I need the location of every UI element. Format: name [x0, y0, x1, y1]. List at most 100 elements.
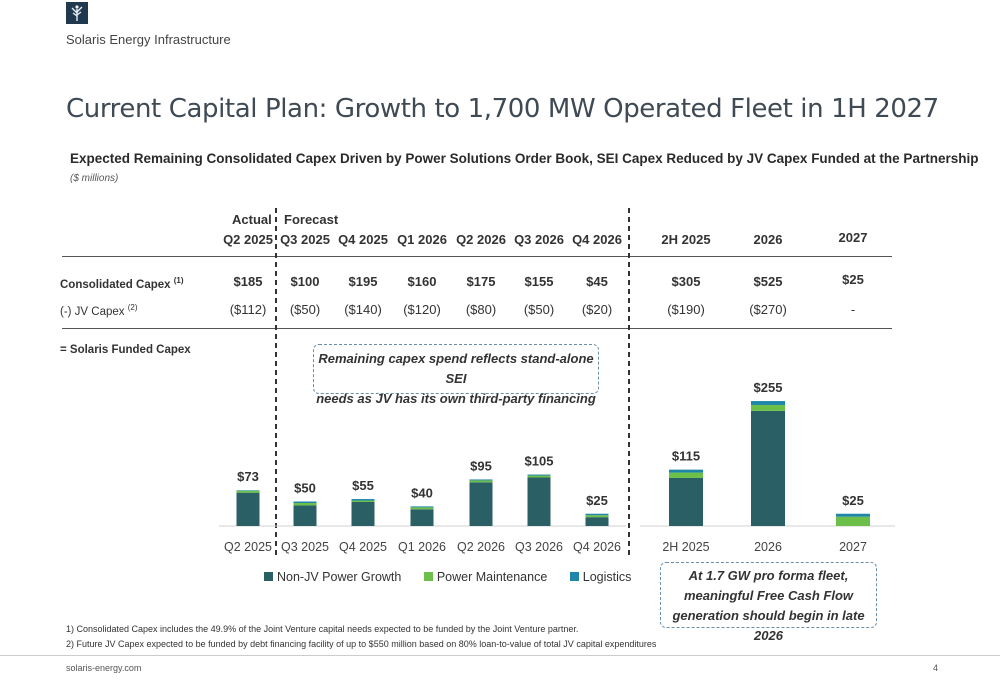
units-note: ($ millions) — [70, 173, 119, 184]
column-header: 2026 — [753, 232, 783, 247]
consolidated-capex-value: $525 — [753, 274, 783, 289]
consolidated-capex-value: $155 — [524, 274, 554, 289]
bar-segment-power-maintenance — [469, 480, 493, 483]
x-tick-label: Q3 2026 — [515, 540, 563, 554]
jv-capex-value: ($120) — [403, 302, 441, 317]
x-tick-label: Q2 2025 — [224, 540, 272, 554]
column-header: Q4 2025 — [338, 232, 388, 247]
consolidated-capex-value: $45 — [586, 274, 608, 289]
capex-bar-chart: $73 Q2 2025 $50 Q3 2025 $55 Q4 2025 $40 Q1 2026… — [219, 380, 895, 554]
bar-segment-non-jv-power-growth — [527, 477, 551, 526]
jv-capex-value: ($140) — [344, 302, 382, 317]
legend-power-maintenance: Power Maintenance — [423, 569, 548, 584]
bar-total-label: $55 — [352, 478, 374, 493]
bar-segment-non-jv-power-growth — [351, 501, 375, 526]
consolidated-capex-value: $185 — [233, 274, 263, 289]
legend-non-jv-growth: Non-JV Power Growth — [264, 570, 401, 584]
consolidated-capex-value: $305 — [671, 274, 701, 289]
chart-legend: Non-JV Power Growth Power Maintenance Lo… — [264, 568, 649, 586]
bar-total-label: $25 — [842, 493, 864, 508]
bar-total-label: $73 — [237, 469, 259, 484]
x-tick-label: 2026 — [754, 540, 782, 554]
bar-segment-power-maintenance — [669, 472, 703, 478]
x-tick-label: 2027 — [839, 540, 867, 554]
bar-total-label: $95 — [470, 458, 492, 473]
jv-capex-value: ($50) — [289, 302, 321, 317]
forecast-label: Forecast — [284, 212, 339, 227]
company-name: Solaris Energy Infrastructure — [66, 32, 231, 47]
footnote-1: 1) Consolidated Capex includes the 49.9%… — [66, 624, 579, 634]
jv-capex-value: ($80) — [465, 302, 497, 317]
column-header: 2H 2025 — [661, 232, 711, 247]
jv-callout-line-1: Remaining capex spend reflects stand-alo… — [318, 351, 594, 386]
bar-segment-power-maintenance — [836, 516, 870, 526]
bar-segment-power-maintenance — [751, 404, 785, 411]
header-rule — [62, 256, 892, 257]
jv-capex-value: ($190) — [667, 302, 705, 317]
jv-capex-value: ($112) — [229, 302, 267, 317]
fcf-callout-line-3: generation should begin in late 2026 — [672, 608, 865, 643]
fcf-callout-line-1: At 1.7 GW pro forma fleet, — [688, 568, 849, 583]
footnotes: 1) Consolidated Capex includes the 49.9%… — [66, 622, 656, 652]
bar-segment-non-jv-power-growth — [751, 410, 785, 526]
legend-label-maintenance: Power Maintenance — [436, 569, 548, 584]
chart-subtitle: Expected Remaining Consolidated Capex Dr… — [70, 151, 979, 166]
x-tick-label: Q3 2025 — [281, 540, 329, 554]
bar-segment-non-jv-power-growth — [410, 509, 434, 526]
consolidated-capex-value: $175 — [466, 274, 496, 289]
jv-capex-value: - — [850, 302, 856, 317]
bar-segment-logistics — [410, 506, 434, 508]
free-cash-flow-callout: At 1.7 GW pro forma fleet, meaningful Fr… — [660, 562, 877, 643]
table-bottom-rule — [62, 328, 892, 329]
jv-capex-value: ($50) — [523, 302, 555, 317]
x-tick-label: Q4 2026 — [573, 540, 621, 554]
legend-label-growth: Non-JV Power Growth — [277, 569, 402, 584]
bar-total-label: $115 — [672, 449, 700, 464]
column-header: Q3 2026 — [514, 232, 564, 247]
column-header: 2027 — [838, 230, 868, 245]
bar-total-label: $50 — [294, 481, 316, 496]
column-header: Q4 2026 — [572, 232, 622, 247]
bar-segment-power-maintenance — [351, 500, 375, 502]
page-number: 4 — [933, 663, 939, 673]
legend-swatch-growth — [264, 572, 273, 581]
bar-segment-non-jv-power-growth — [585, 517, 609, 526]
bar-segment-non-jv-power-growth — [669, 477, 703, 526]
bar-segment-logistics — [469, 479, 493, 481]
column-header: Q2 2025 — [223, 232, 273, 247]
actual-label: Actual — [232, 212, 272, 227]
bar-total-label: $105 — [525, 454, 554, 469]
column-header: Q1 2026 — [397, 232, 447, 247]
consolidated-capex-value: $195 — [348, 274, 378, 289]
legend-swatch-maintenance — [423, 572, 433, 581]
fcf-callout-line-2: meaningful Free Cash Flow — [683, 588, 854, 603]
consolidated-capex-value: $25 — [842, 272, 864, 287]
row-label-consolidated-text: Consolidated Capex — [60, 278, 171, 291]
legend-logistics: Logistics — [569, 569, 632, 584]
consolidated-capex-value: $100 — [290, 274, 320, 289]
bar-segment-logistics — [527, 474, 551, 476]
footnote-marker-1: (1) — [173, 276, 184, 285]
legend-swatch-logistics — [569, 572, 579, 581]
row-label-consolidated: Consolidated Capex (1) — [60, 276, 184, 291]
row-label-jv: (-) JV Capex (2) — [60, 303, 138, 318]
legend-label-logistics: Logistics — [582, 569, 632, 584]
x-tick-label: Q2 2026 — [457, 540, 505, 554]
company-logo-icon — [66, 2, 88, 24]
jv-capex-value: ($270) — [749, 302, 787, 317]
footer-website: solaris-energy.com — [66, 663, 142, 673]
bar-segment-logistics — [585, 513, 609, 516]
footer-rule — [0, 655, 1000, 656]
column-header: Q3 2025 — [280, 232, 330, 247]
x-tick-label: Q4 2025 — [339, 540, 387, 554]
footnote-marker-2: (2) — [127, 303, 138, 312]
bar-segment-logistics — [751, 401, 785, 405]
bar-segment-logistics — [351, 499, 375, 501]
bar-total-label: $40 — [411, 485, 433, 500]
x-tick-label: 2H 2025 — [662, 540, 709, 554]
bar-segment-logistics — [669, 469, 703, 473]
bar-segment-power-maintenance — [410, 507, 434, 510]
x-tick-label: Q1 2026 — [398, 540, 446, 554]
bar-segment-power-maintenance — [236, 490, 260, 493]
